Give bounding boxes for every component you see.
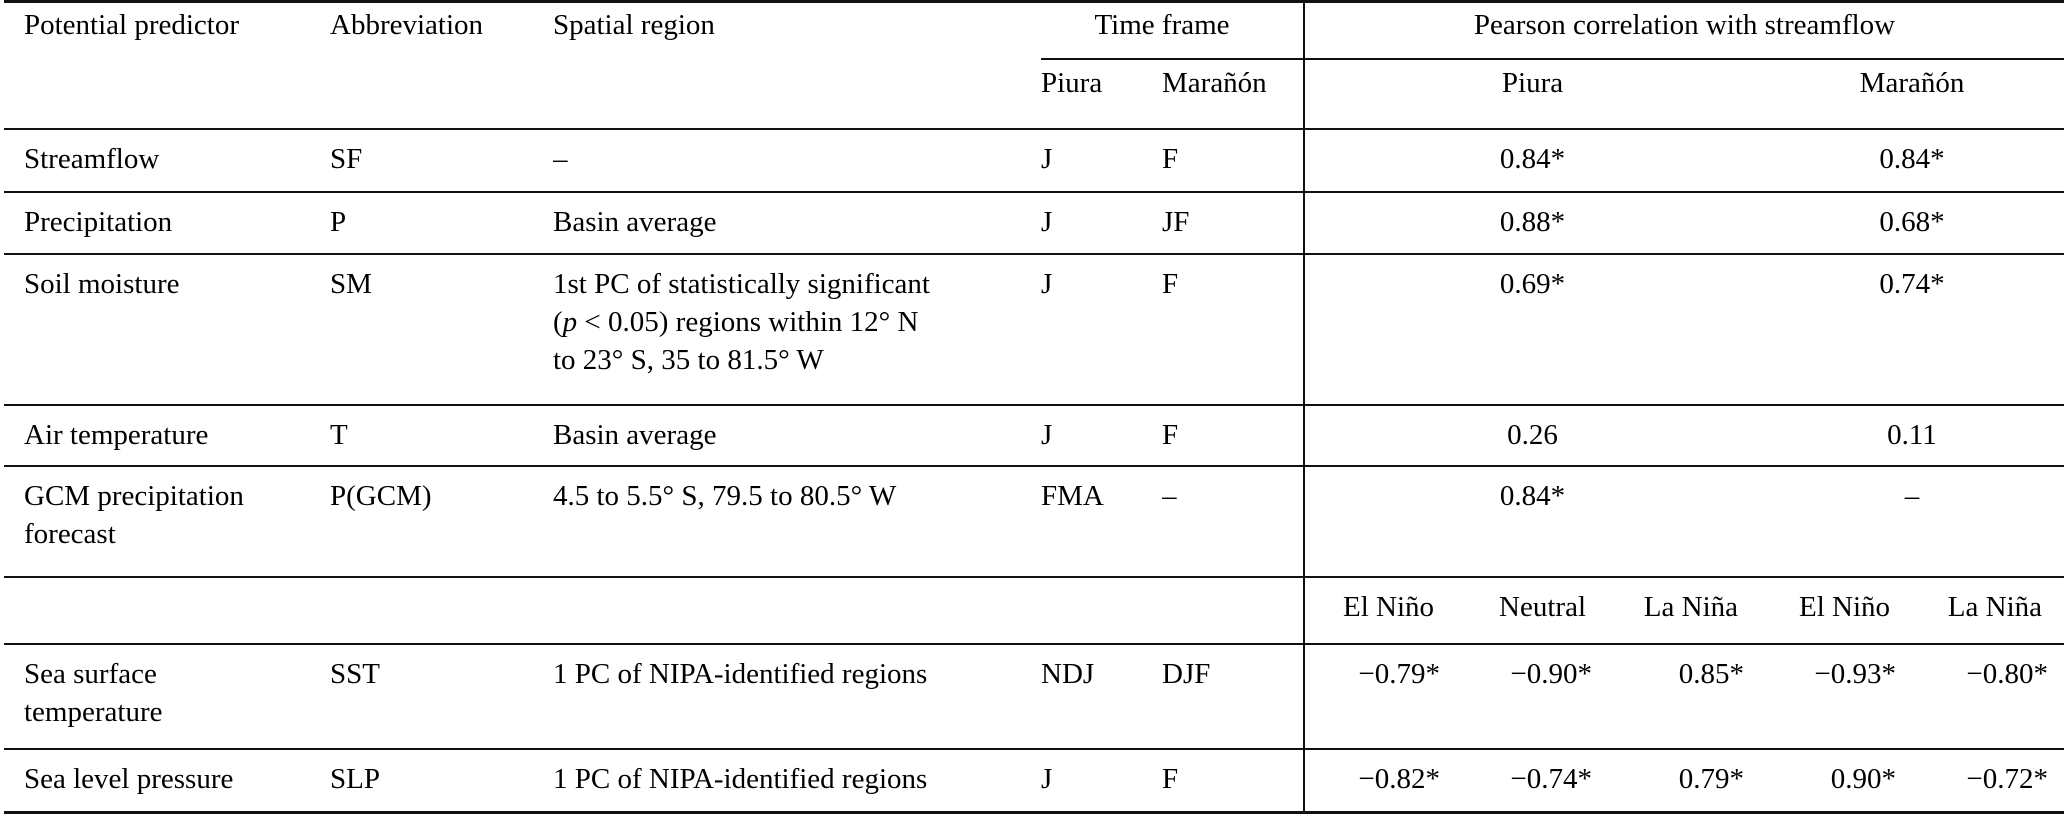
cell-spatial-region: Basin average	[553, 404, 1041, 467]
cell-timeframe-piura: NDJ	[1041, 643, 1162, 750]
cell-spatial-region: 1 PC of NIPA-identified regions	[553, 643, 1041, 750]
cell-timeframe-piura: J	[1041, 128, 1162, 193]
header-row: Potential predictor Abbreviation Spatial…	[4, 1, 2065, 60]
subheader-timeframe-piura: Piura	[1041, 58, 1162, 130]
cell-spatial-region: 4.5 to 5.5° S, 79.5 to 80.5° W	[553, 465, 1041, 578]
cell-abbreviation: T	[330, 404, 553, 467]
cell-predictor: Streamflow	[4, 128, 330, 193]
subheader-timeframe-maranon: Marañón	[1162, 58, 1305, 130]
cell-predictor: Sea level pressure	[24, 762, 234, 795]
cell-timeframe-piura: J	[1041, 762, 1053, 795]
group-header-pearson-correlation: Pearson correlation with streamflow	[1303, 1, 2065, 60]
table-row-air-temperature: Air temperature T Basin average J F 0.26…	[4, 404, 2065, 467]
cell-spatial-region: Basin average	[553, 191, 1041, 255]
cell-timeframe-maranon: DJF	[1162, 643, 1305, 750]
cell-piura-neutral: −0.90*	[1456, 643, 1609, 750]
cell-maranon-la-nina: −0.80*	[1912, 643, 2065, 750]
cell-spatial-region: 1 PC of NIPA-identified regions	[553, 762, 928, 795]
cell-pearson-piura: 0.26	[1303, 404, 1761, 467]
cell-piura-neutral: −0.74*	[1510, 762, 1593, 795]
predictor-correlation-table: Potential predictor Abbreviation Spatial…	[4, 0, 2065, 814]
subheader-row: Piura Marañón Piura Marañón	[4, 58, 2065, 130]
enso-phase-subheader-row: El Niño Neutral La Niña El Niño La Niña	[4, 576, 2065, 645]
cell-timeframe-maranon: JF	[1162, 191, 1305, 255]
group-header-time-frame: Time frame	[1041, 1, 1305, 60]
cell-predictor: Precipitation	[4, 191, 330, 255]
cell-predictor: Soil moisture	[4, 253, 330, 406]
cell-pearson-maranon: 0.11	[1760, 404, 2065, 467]
cell-piura-la-nina: 0.79*	[1678, 762, 1745, 795]
cell-abbreviation: SLP	[330, 762, 380, 795]
cell-timeframe-maranon: F	[1162, 128, 1305, 193]
cell-abbreviation: SST	[330, 643, 553, 750]
cell-piura-la-nina: 0.85*	[1608, 643, 1761, 750]
cell-maranon-el-nino: 0.90*	[1830, 762, 1897, 795]
cell-pearson-maranon: 0.84*	[1760, 128, 2065, 193]
cell-timeframe-maranon: F	[1162, 253, 1305, 406]
subheader-piura-la-nina: La Niña	[1608, 576, 1761, 645]
cell-timeframe-maranon: –	[1162, 465, 1305, 578]
table-row-soil-moisture: Soil moisture SM 1st PC of statistically…	[4, 253, 2065, 406]
spacer-cell	[4, 58, 1041, 130]
subheader-piura-el-nino: El Niño	[1303, 576, 1457, 645]
cell-timeframe-piura: FMA	[1041, 465, 1162, 578]
cell-predictor: GCM precipitation forecast	[4, 465, 330, 578]
table-row-precipitation: Precipitation P Basin average J JF 0.88*…	[4, 191, 2065, 255]
subheader-pearson-maranon: Marañón	[1760, 58, 2065, 130]
cell-spatial-region: –	[553, 128, 1041, 193]
cell-pearson-maranon: –	[1760, 465, 2065, 578]
cell-timeframe-maranon: F	[1162, 404, 1305, 467]
cell-pearson-maranon: 0.68*	[1760, 191, 2065, 255]
column-header-spatial-region: Spatial region	[553, 9, 715, 41]
cell-timeframe-maranon: F	[1162, 762, 1179, 795]
cell-predictor: Air temperature	[4, 404, 330, 467]
spacer-cell	[4, 576, 1305, 645]
column-header-abbreviation: Abbreviation	[330, 9, 484, 41]
cell-pearson-piura: 0.69*	[1303, 253, 1761, 406]
cell-pearson-maranon: 0.74*	[1760, 253, 2065, 406]
subheader-maranon-el-nino: El Niño	[1760, 576, 1913, 645]
table-row-streamflow: Streamflow SF – J F 0.84* 0.84*	[4, 128, 2065, 193]
table-row-sea-surface-temperature: Sea surface temperature SST 1 PC of NIPA…	[4, 643, 2065, 750]
cell-piura-el-nino: −0.79*	[1303, 643, 1457, 750]
cell-maranon-el-nino: −0.93*	[1760, 643, 1913, 750]
cell-abbreviation: P(GCM)	[330, 465, 553, 578]
column-header-potential-predictor: Potential predictor	[24, 9, 240, 41]
cell-predictor: Sea surface temperature	[4, 643, 330, 750]
cell-pearson-piura: 0.84*	[1303, 465, 1761, 578]
cell-timeframe-piura: J	[1041, 404, 1162, 467]
cell-timeframe-piura: J	[1041, 253, 1162, 406]
cell-timeframe-piura: J	[1041, 191, 1162, 255]
subheader-pearson-piura: Piura	[1303, 58, 1761, 130]
cell-abbreviation: SF	[330, 128, 553, 193]
cell-piura-el-nino: −0.82*	[1303, 748, 1457, 813]
cell-pearson-piura: 0.84*	[1303, 128, 1761, 193]
cell-abbreviation: P	[330, 191, 553, 255]
cell-pearson-piura: 0.88*	[1303, 191, 1761, 255]
cell-maranon-la-nina: −0.72*	[1966, 762, 2049, 795]
cell-abbreviation: SM	[330, 253, 553, 406]
cell-spatial-region: 1st PC of statistically significant (p <…	[553, 253, 1041, 406]
table-row-sea-level-pressure: Sea level pressure SLP 1 PC of NIPA-iden…	[4, 748, 2064, 813]
subheader-maranon-la-nina: La Niña	[1912, 576, 2065, 645]
subheader-piura-neutral: Neutral	[1456, 576, 1609, 645]
table-row-gcm-precipitation-forecast: GCM precipitation forecast P(GCM) 4.5 to…	[4, 465, 2065, 578]
